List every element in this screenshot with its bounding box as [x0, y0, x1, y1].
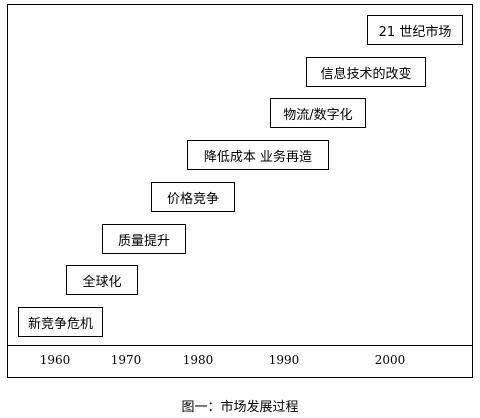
stage-quality-improvement: 质量提升	[102, 224, 186, 254]
year-label: 2000	[374, 353, 406, 367]
stage-21st-century-market: 21 世纪市场	[367, 15, 463, 45]
timeline-axis	[7, 345, 473, 346]
stage-cost-reduction-reengineering: 降低成本 业务再造	[187, 140, 329, 170]
year-label: 1970	[110, 353, 142, 367]
diagram-frame	[7, 4, 473, 378]
year-label: 1980	[182, 353, 214, 367]
figure-caption: 图一：市场发展过程	[181, 400, 299, 415]
stage-logistics-digitization: 物流/数字化	[270, 98, 366, 128]
year-label: 1990	[268, 353, 300, 367]
stage-globalization: 全球化	[66, 265, 138, 295]
stage-new-competition-crisis: 新竞争危机	[18, 307, 103, 337]
stage-it-change: 信息技术的改变	[306, 57, 426, 87]
stage-price-competition: 价格竞争	[151, 182, 235, 212]
year-label: 1960	[39, 353, 71, 367]
